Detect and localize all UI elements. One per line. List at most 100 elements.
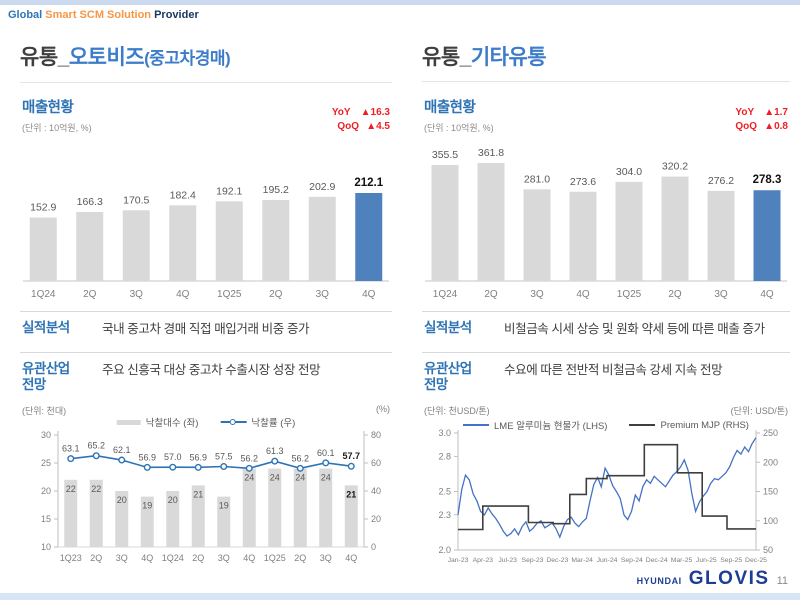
svg-text:56.9: 56.9 [138,452,156,462]
svg-text:2Q: 2Q [192,553,204,563]
chart-legend: 낙찰대수 (좌) 낙찰률 (우) [116,415,295,429]
kpi-qoq: QoQ ▲0.8 [735,121,788,132]
revenue-unit-note: (단위 : 10억원, %) [424,123,494,133]
tagline-smart-scm: Smart SCM Solution [45,9,152,21]
kpi-block: YoY ▲16.3 QoQ ▲4.5 [332,106,390,134]
svg-text:65.2: 65.2 [87,441,105,451]
svg-text:1Q25: 1Q25 [617,289,642,300]
svg-text:281.0: 281.0 [524,173,550,185]
svg-text:3Q: 3Q [320,553,332,563]
svg-text:21: 21 [346,489,356,499]
svg-text:2Q: 2Q [83,289,97,300]
svg-text:192.1: 192.1 [216,185,242,197]
svg-text:50: 50 [763,545,773,555]
svg-text:3Q: 3Q [116,553,128,563]
section-divider [20,352,392,353]
svg-text:57.0: 57.0 [164,452,182,462]
svg-text:2Q: 2Q [484,289,498,300]
svg-text:Jan-23: Jan-23 [448,557,469,564]
svg-text:3.0: 3.0 [438,428,451,438]
revenue-bar-chart-other: 355.5 1Q24 361.8 2Q 281.0 3Q 273.6 4Q 304.0 1Q25 3… [425,147,787,300]
outlook-row: 유관산업 전망 수요에 따른 전반적 비철금속 강세 지속 전망 [424,361,790,393]
svg-text:320.2: 320.2 [662,161,688,173]
svg-text:Jun-24: Jun-24 [597,557,618,564]
svg-text:Sep-25: Sep-25 [720,557,742,564]
svg-text:25: 25 [41,458,51,468]
outlook-text: 수요에 따른 전반적 비철금속 강세 지속 전망 [504,363,723,377]
chart-legend: LME 알루미늄 현물가 (LHS) Premium MJP (RHS) [463,418,749,432]
svg-text:19: 19 [219,501,229,511]
panel-other-distribution: 유통_기타유통 매출현황 (단위 : 10억원, %) YoY ▲1.7 QoQ… [422,0,790,600]
revenue-section-title: 매출현황 [22,100,74,116]
svg-text:273.6: 273.6 [570,176,596,188]
svg-text:56.2: 56.2 [240,453,258,463]
legend-lme-aluminum: LME 알루미늄 현물가 (LHS) [463,418,607,432]
svg-text:1Q25: 1Q25 [264,553,286,563]
svg-text:24: 24 [270,473,280,483]
bar-swatch-icon [116,419,141,425]
svg-text:Dec-25: Dec-25 [745,557,767,564]
svg-text:20: 20 [117,495,127,505]
svg-text:10: 10 [41,542,51,552]
svg-text:3Q: 3Q [714,289,728,300]
svg-text:195.2: 195.2 [263,184,289,196]
svg-text:63.1: 63.1 [62,444,80,454]
svg-text:276.2: 276.2 [708,175,734,187]
title-prefix: 유통_ [422,46,471,69]
revenue-unit-note: (단위 : 10억원, %) [22,123,92,133]
svg-text:1Q23: 1Q23 [60,553,82,563]
outlook-text: 주요 신흥국 대상 중고차 수출시장 성장 전망 [102,363,321,377]
svg-text:1Q24: 1Q24 [433,289,458,300]
svg-text:4Q: 4Q [345,553,357,563]
legend-auction-volume: 낙찰대수 (좌) [116,415,198,429]
svg-text:56.2: 56.2 [291,453,309,463]
page-title-other: 유통_기타유통 [422,44,790,82]
svg-text:Dec-24: Dec-24 [646,557,668,564]
analysis-text: 비철금속 시세 상승 및 원화 약세 등에 따른 매출 증가 [504,322,765,336]
title-main: 기타유통 [470,46,547,69]
right-axis-unit: (단위: USD/톤) [730,406,788,416]
svg-text:4Q: 4Q [141,553,153,563]
svg-text:1Q25: 1Q25 [217,289,242,300]
svg-text:20: 20 [41,486,51,496]
svg-text:200: 200 [763,457,778,467]
svg-text:80: 80 [371,430,381,440]
legend-auction-rate: 낙찰률 (우) [220,415,295,429]
svg-text:19: 19 [142,501,152,511]
kpi-yoy: YoY ▲1.7 [735,107,788,118]
tagline-global: Global [8,9,43,21]
svg-text:56.9: 56.9 [189,452,207,462]
svg-text:1Q24: 1Q24 [31,289,56,300]
svg-text:2.3: 2.3 [438,510,451,520]
svg-text:3Q: 3Q [316,289,330,300]
tagline-provider: Provider [154,9,199,21]
title-prefix: 유통_ [20,46,69,69]
company-tagline: Global Smart SCM Solution Provider [8,9,199,21]
svg-text:4Q: 4Q [576,289,590,300]
svg-text:355.5: 355.5 [432,149,458,161]
svg-text:361.8: 361.8 [478,147,504,159]
section-divider [422,311,790,312]
page-title-autobiz: 유통_오토비즈(중고차경매) [20,44,392,83]
bottom-accent-strip [0,593,800,600]
outlook-label: 유관산업 전망 [424,361,472,392]
svg-text:1Q24: 1Q24 [162,553,184,563]
panel-autobiz: 유통_오토비즈(중고차경매) 매출현황 (단위 : 10억원, %) YoY ▲… [20,0,392,600]
section-divider [20,311,392,312]
title-main: 오토비즈 [68,46,145,69]
svg-text:30: 30 [41,430,51,440]
svg-text:4Q: 4Q [760,289,774,300]
svg-text:24: 24 [321,473,331,483]
svg-text:Sep-24: Sep-24 [621,557,643,564]
svg-text:2Q: 2Q [90,553,102,563]
svg-text:62.1: 62.1 [113,445,131,455]
svg-text:4Q: 4Q [362,289,376,300]
svg-text:22: 22 [91,484,101,494]
svg-text:150: 150 [763,487,778,497]
svg-text:20: 20 [168,495,178,505]
svg-text:278.3: 278.3 [753,174,782,186]
svg-text:20: 20 [371,514,381,524]
footer: HYUNDAI GLOVIS 11 [637,568,788,590]
svg-text:22: 22 [66,484,76,494]
